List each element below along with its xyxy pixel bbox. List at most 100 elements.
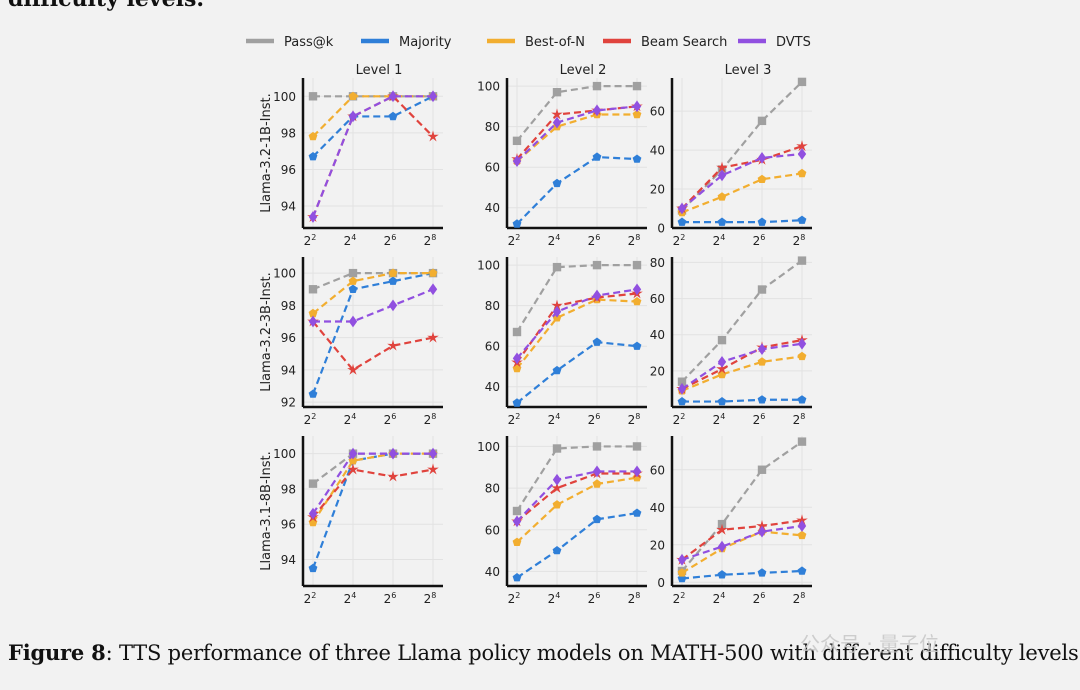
y-tick-label: 100 [273, 90, 296, 104]
x-tick-exponent: 4 [351, 233, 356, 242]
x-tick-label: 22 [508, 233, 521, 248]
x-tick-label: 28 [793, 412, 806, 427]
x-tick-exponent: 4 [555, 233, 560, 242]
data-point-pass-k [797, 437, 807, 446]
data-point-dvts [757, 151, 767, 164]
data-point-dvts [632, 465, 642, 478]
data-point-dvts [308, 315, 318, 328]
y-tick-label: 100 [477, 80, 500, 94]
data-point-best-of-n [797, 530, 807, 540]
data-point-dvts [308, 507, 318, 520]
data-point-best-of-n [632, 297, 642, 306]
legend-label-majority: Majority [399, 35, 452, 50]
data-point-majority [552, 365, 562, 375]
series-line-dvts [681, 342, 803, 390]
x-tick-exponent: 2 [515, 412, 520, 421]
y-tick-label: 96 [281, 518, 296, 532]
data-point-majority [797, 395, 807, 404]
data-point-dvts [552, 116, 562, 129]
y-tick-label: 40 [650, 144, 665, 158]
series-line-pass-k [681, 81, 803, 212]
series-line-pass-k [516, 445, 637, 512]
series-line-best-of-n [516, 113, 637, 162]
x-tick-label: 24 [548, 233, 561, 248]
data-point-majority [592, 337, 602, 346]
data-point-pass-k [308, 285, 318, 294]
series-line-best-of-n [681, 530, 803, 574]
data-point-majority [632, 341, 642, 350]
figure-caption: Figure 8: TTS performance of three Llama… [8, 640, 1080, 665]
data-point-majority [632, 154, 642, 163]
x-tick-label: 28 [793, 591, 806, 606]
x-tick-exponent: 8 [635, 233, 640, 242]
data-point-pass-k [348, 268, 358, 278]
x-tick-label: 26 [753, 233, 766, 248]
x-tick-label: 24 [713, 412, 726, 427]
x-tick-label: 28 [793, 233, 806, 248]
data-point-majority [717, 397, 727, 406]
series-line-beam-search [516, 105, 638, 160]
x-tick-label: 24 [344, 591, 357, 606]
series-line-pass-k [681, 440, 803, 572]
data-point-beam-search [796, 140, 808, 152]
data-point-dvts [797, 520, 807, 532]
data-point-pass-k [717, 335, 727, 345]
data-point-dvts [428, 447, 438, 460]
x-tick-label: 28 [628, 412, 641, 427]
data-point-pass-k [592, 260, 602, 270]
data-point-beam-search [796, 514, 808, 526]
x-tick-exponent: 2 [311, 412, 316, 421]
figure-8-chart-grid: Pass@k Majority Best-of-N Beam Search DVTS Le… [246, 35, 812, 606]
x-tick-label: 22 [673, 412, 686, 427]
data-point-beam-search [427, 331, 439, 343]
x-tick-label: 24 [713, 591, 726, 606]
x-tick-exponent: 6 [391, 412, 396, 421]
y-tick-label: 60 [650, 105, 665, 119]
x-tick-label: 26 [384, 412, 397, 427]
data-point-majority [512, 573, 522, 582]
data-point-majority [552, 546, 562, 555]
data-point-majority [308, 152, 318, 161]
data-point-dvts [552, 305, 562, 318]
series-line-beam-search [681, 145, 803, 210]
data-point-beam-search [387, 339, 399, 351]
x-tick-exponent: 8 [431, 233, 436, 242]
data-point-pass-k [757, 285, 767, 294]
data-point-majority [388, 111, 398, 121]
x-tick-label: 28 [424, 591, 437, 606]
x-tick-exponent: 4 [720, 412, 725, 421]
series-line-majority [311, 272, 434, 395]
data-point-dvts [757, 343, 767, 356]
data-point-majority [592, 514, 602, 524]
x-tick-label: 26 [753, 412, 766, 427]
x-tick-label: 22 [508, 412, 521, 427]
x-tick-label: 24 [713, 233, 726, 248]
data-point-pass-k [757, 465, 767, 474]
legend-label-dvts: DVTS [776, 35, 811, 50]
x-tick-exponent: 8 [431, 591, 436, 600]
series-line-dvts [312, 452, 433, 515]
x-tick-label: 22 [304, 233, 317, 248]
data-point-pass-k [308, 92, 318, 101]
y-tick-label: 40 [485, 380, 500, 394]
x-tick-label: 24 [344, 412, 357, 427]
x-tick-exponent: 8 [635, 591, 640, 600]
data-point-pass-k [552, 87, 562, 97]
y-tick-label: 96 [281, 163, 296, 177]
x-tick-exponent: 8 [800, 412, 805, 421]
y-tick-label: 20 [650, 183, 665, 197]
series-line-majority [681, 569, 803, 580]
series-line-best-of-n [516, 298, 638, 370]
legend-item-dvts: DVTS [738, 35, 811, 50]
series-line-beam-search [681, 519, 803, 561]
data-point-beam-search [551, 482, 563, 493]
y-tick-label: 80 [485, 482, 500, 496]
data-point-dvts [797, 148, 807, 160]
data-point-beam-search [387, 470, 399, 482]
data-point-pass-k [512, 506, 522, 516]
row-label-llama-3-1-8b-inst: Llama-3.1-8B-Inst. [259, 451, 274, 570]
data-point-best-of-n [797, 351, 807, 361]
x-tick-exponent: 6 [391, 233, 396, 242]
